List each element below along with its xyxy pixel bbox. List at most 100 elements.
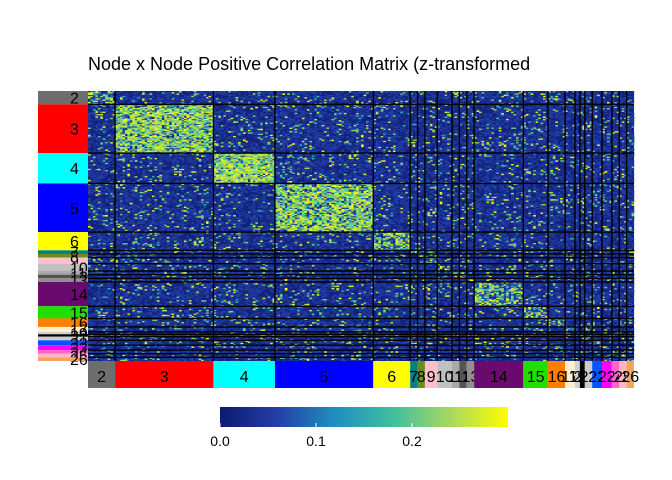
matrix-cell <box>429 129 433 132</box>
matrix-cell <box>95 137 99 139</box>
matrix-cell <box>206 106 209 109</box>
matrix-cell <box>442 94 445 97</box>
matrix-cell <box>555 91 559 93</box>
matrix-cell <box>156 106 160 109</box>
matrix-cell <box>496 122 500 125</box>
matrix-cell <box>348 126 352 128</box>
matrix-cell <box>582 129 586 132</box>
matrix-cell <box>474 114 477 116</box>
matrix-cell <box>311 100 315 103</box>
matrix-cell <box>124 115 128 117</box>
matrix-cell <box>555 131 559 133</box>
matrix-cell <box>193 122 197 125</box>
matrix-cell <box>218 110 222 112</box>
matrix-cell <box>368 109 372 111</box>
matrix-cell <box>464 133 468 136</box>
matrix-cell <box>238 95 241 98</box>
matrix-cell <box>142 132 145 134</box>
matrix-cell <box>137 111 140 114</box>
matrix-cell <box>233 137 236 139</box>
matrix-cell <box>174 97 177 99</box>
matrix-cell <box>105 122 108 125</box>
matrix-cell <box>584 134 588 137</box>
matrix-cell <box>511 92 514 94</box>
matrix-cell <box>321 116 325 119</box>
matrix-cell <box>97 98 101 100</box>
matrix-cell <box>525 137 529 139</box>
matrix-cell <box>410 127 413 130</box>
matrix-cell <box>215 127 219 130</box>
matrix-cell <box>238 134 241 137</box>
matrix-cell <box>240 134 244 137</box>
matrix-cell <box>230 94 234 97</box>
matrix-cell <box>112 114 116 116</box>
matrix-cell <box>306 118 310 121</box>
matrix-cell <box>316 105 320 108</box>
matrix-cell <box>577 91 581 93</box>
matrix-cell <box>267 94 271 97</box>
matrix-cell <box>198 125 202 127</box>
matrix-cell <box>169 94 172 97</box>
matrix-cell <box>456 118 460 121</box>
matrix-cell <box>105 123 108 126</box>
matrix-cell <box>151 128 155 131</box>
matrix-cell <box>388 118 391 121</box>
matrix-cell <box>321 121 325 123</box>
matrix-cell <box>294 129 298 132</box>
matrix-cell <box>373 123 377 126</box>
matrix-cell <box>604 92 608 94</box>
matrix-cell <box>183 106 187 109</box>
matrix-cell <box>449 93 453 95</box>
matrix-cell <box>434 95 438 98</box>
matrix-cell <box>356 112 359 115</box>
matrix-cell <box>147 133 150 136</box>
matrix-cell <box>247 127 251 130</box>
matrix-cell <box>427 106 431 109</box>
matrix-cell <box>274 94 278 97</box>
matrix-cell <box>191 94 195 97</box>
matrix-cell <box>102 133 106 136</box>
matrix-cell <box>119 110 123 112</box>
matrix-cell <box>299 116 303 119</box>
matrix-cell <box>572 114 576 116</box>
matrix-cell <box>326 133 330 136</box>
matrix-cell <box>139 138 143 140</box>
matrix-cell <box>225 123 229 126</box>
matrix-cell <box>338 123 342 126</box>
matrix-cell <box>316 116 320 119</box>
matrix-cell <box>110 133 113 136</box>
matrix-cell <box>621 128 625 131</box>
matrix-cell <box>277 106 281 109</box>
matrix-cell <box>255 111 258 114</box>
matrix-cell <box>124 104 128 106</box>
matrix-cell <box>380 126 384 128</box>
matrix-cell <box>292 114 295 116</box>
matrix-cell <box>370 120 374 122</box>
matrix-cell <box>171 112 175 115</box>
matrix-cell <box>255 100 258 103</box>
matrix-cell <box>179 128 182 131</box>
matrix-cell <box>432 94 436 97</box>
matrix-cell <box>92 109 96 111</box>
matrix-cell <box>129 111 133 114</box>
matrix-cell <box>434 112 438 115</box>
matrix-cell <box>515 105 519 108</box>
matrix-cell <box>299 115 303 117</box>
matrix-cell <box>582 110 586 112</box>
matrix-cell <box>292 92 295 94</box>
matrix-cell <box>611 116 615 119</box>
matrix-cell <box>279 93 283 95</box>
matrix-cell <box>584 128 588 131</box>
matrix-cell <box>154 138 158 140</box>
matrix-cell <box>621 125 625 127</box>
matrix-cell <box>198 137 202 139</box>
matrix-cell <box>115 125 118 127</box>
matrix-cell <box>250 106 254 109</box>
matrix-cell <box>447 133 450 136</box>
matrix-cell <box>284 118 288 121</box>
matrix-cell <box>461 114 465 116</box>
matrix-cell <box>540 118 544 121</box>
matrix-cell <box>363 127 367 130</box>
matrix-cell <box>432 99 436 102</box>
